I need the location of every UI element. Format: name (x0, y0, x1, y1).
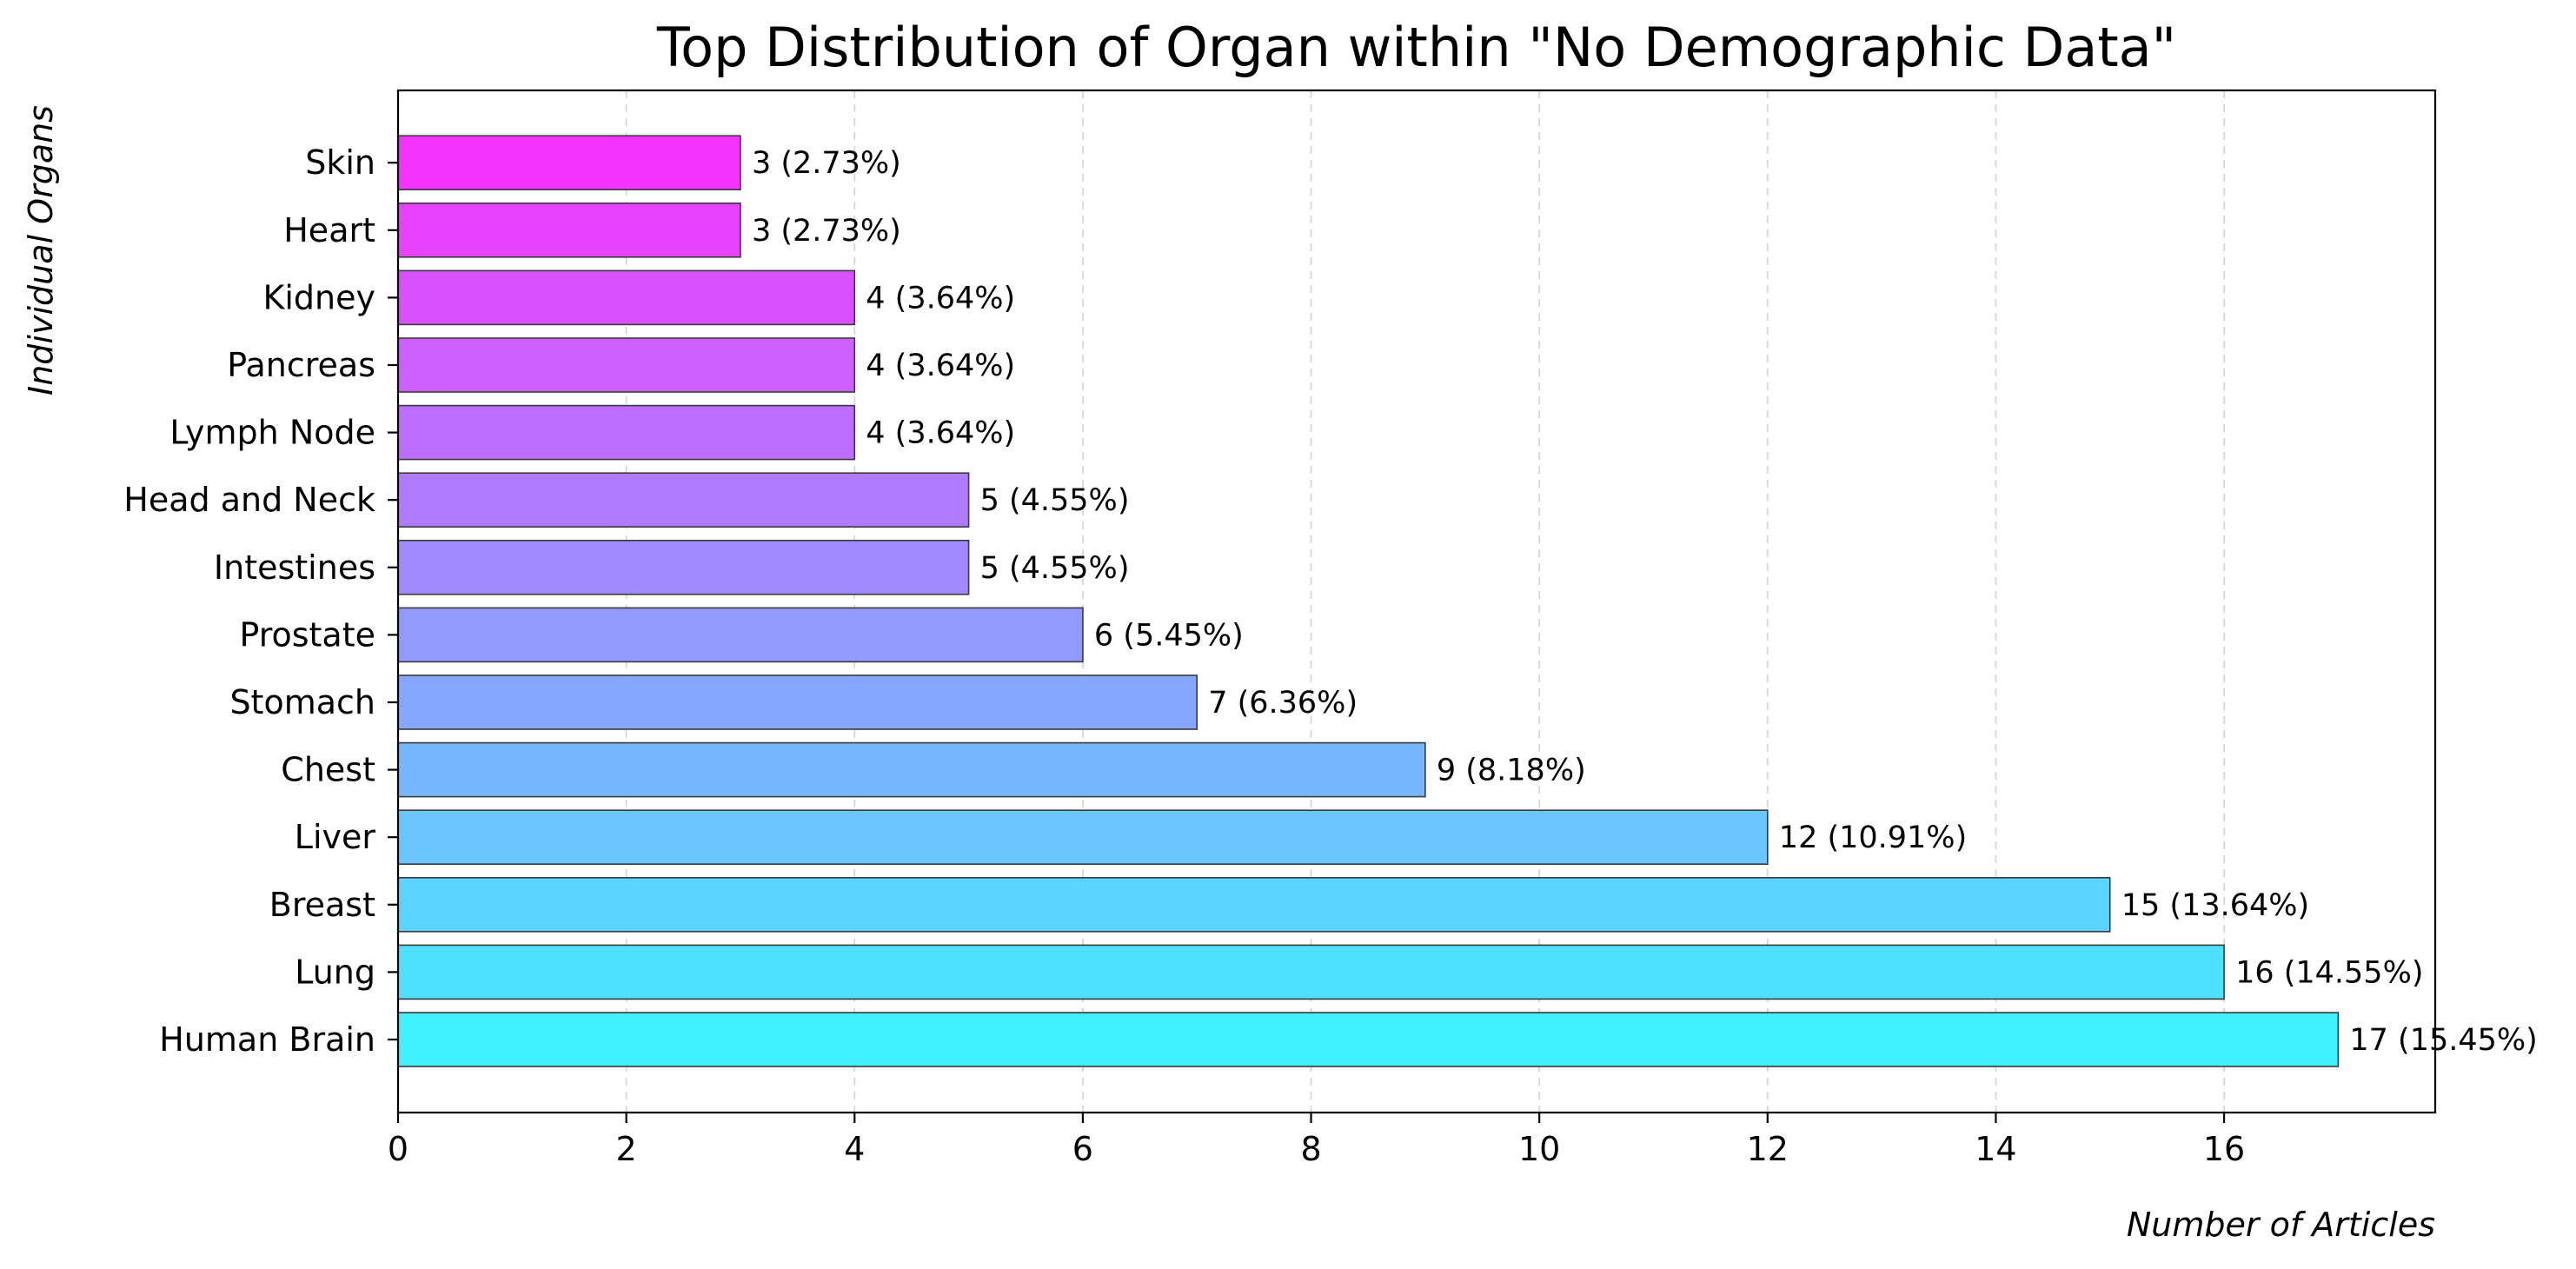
bar-value-label: 15 (13.64%) (2121, 888, 2309, 923)
x-tick-label: 0 (388, 1130, 408, 1168)
bar-value-label: 17 (15.45%) (2349, 1023, 2537, 1058)
bar-value-label: 4 (3.64%) (866, 416, 1015, 451)
x-tick-label: 10 (1518, 1130, 1560, 1168)
bar-value-label: 3 (2.73%) (752, 214, 901, 249)
axis-ticks: 0 2 4 6 8 10 12 14 16 Human Brain Lung Breast Liver C… (123, 143, 2245, 1168)
bar-value-label: 4 (3.64%) (866, 349, 1015, 383)
bar-value-label: 3 (2.73%) (752, 146, 901, 181)
bar-value-label: 16 (14.55%) (2235, 955, 2423, 990)
x-tick-label: 16 (2203, 1130, 2245, 1168)
bar (397, 1012, 2340, 1067)
bar-value-label: 4 (3.64%) (866, 281, 1015, 316)
bar (397, 539, 970, 595)
bar-value-label: 12 (10.91%) (1779, 821, 1967, 855)
y-tick-label: Heart (283, 211, 375, 249)
bar-value-labels: 17 (15.45%) 16 (14.55%) 15 (13.64%) 12 (10.… (752, 146, 2538, 1058)
bar-value-label: 9 (8.18%) (1437, 754, 1586, 788)
y-tick-label: Stomach (229, 683, 375, 721)
bar (397, 944, 2225, 1000)
x-axis-title: Number of Articles (2127, 1206, 2435, 1244)
bar (397, 337, 856, 393)
y-tick-label: Kidney (262, 278, 375, 316)
x-tick-label: 8 (1300, 1130, 1321, 1168)
y-tick-label: Lung (295, 953, 375, 991)
y-axis-title: Individual Organs (22, 105, 60, 395)
bar-value-label: 6 (5.45%) (1094, 618, 1244, 653)
x-tick-label: 4 (844, 1130, 865, 1168)
y-tick-label: Head and Neck (123, 481, 375, 519)
chart-title: Top Distribution of Organ within "No Dem… (656, 16, 2176, 79)
bar-value-label: 7 (6.36%) (1208, 686, 1358, 721)
y-tick-label: Prostate (239, 615, 375, 654)
x-tick-label: 2 (616, 1130, 637, 1168)
y-tick-label: Lymph Node (169, 414, 375, 452)
bars (397, 135, 2340, 1067)
x-tick-label: 12 (1747, 1130, 1789, 1168)
x-tick-label: 14 (1975, 1130, 2016, 1168)
y-tick-label: Breast (269, 886, 375, 924)
plot-frame (396, 89, 2437, 1114)
y-tick-label: Chest (281, 751, 375, 789)
x-tick-label: 6 (1072, 1130, 1093, 1168)
y-tick-label: Intestines (214, 548, 375, 587)
y-tick-label: Human Brain (159, 1020, 375, 1059)
bar (397, 472, 970, 528)
bar-value-label: 5 (4.55%) (980, 483, 1130, 518)
bar (397, 269, 856, 326)
y-tick-label: Liver (295, 818, 376, 856)
bar (397, 135, 741, 190)
bar-value-label: 5 (4.55%) (980, 551, 1130, 586)
y-tick-label: Skin (305, 143, 375, 182)
bar (397, 674, 1198, 730)
grid-lines (397, 90, 2225, 1113)
bar (397, 741, 1426, 798)
bar (397, 876, 2111, 933)
bar (397, 404, 856, 461)
y-tick-label: Pancreas (227, 346, 375, 384)
bar (397, 809, 1769, 866)
bar (397, 203, 741, 258)
bar (397, 607, 1084, 663)
